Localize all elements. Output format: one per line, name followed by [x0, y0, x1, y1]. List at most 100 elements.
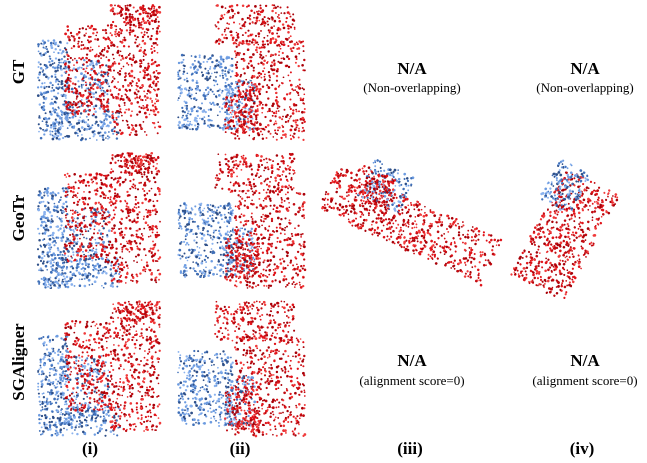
point: [289, 238, 292, 241]
point: [87, 204, 89, 206]
point: [255, 266, 257, 268]
point: [293, 173, 295, 175]
point: [38, 61, 40, 63]
point: [143, 165, 145, 167]
point: [297, 266, 299, 268]
point: [297, 233, 300, 236]
point: [280, 160, 282, 162]
point: [218, 43, 220, 45]
point: [255, 175, 257, 177]
point: [235, 64, 237, 66]
point: [287, 265, 289, 267]
point: [260, 155, 263, 158]
point: [61, 114, 63, 116]
point: [59, 199, 61, 201]
point: [202, 229, 204, 231]
point: [298, 128, 300, 130]
point: [73, 218, 75, 220]
point: [96, 182, 98, 184]
point: [234, 137, 236, 139]
point: [95, 259, 97, 261]
point: [83, 191, 85, 193]
point: [62, 279, 64, 281]
point: [292, 19, 295, 22]
point: [221, 107, 223, 109]
point: [303, 50, 305, 52]
point: [230, 34, 232, 36]
point: [114, 188, 116, 190]
point: [124, 104, 126, 106]
point: [95, 116, 98, 119]
point: [219, 269, 221, 271]
point: [219, 247, 222, 250]
point: [65, 97, 67, 99]
point: [126, 56, 128, 58]
point: [87, 39, 89, 41]
point: [39, 127, 41, 129]
point: [111, 246, 113, 248]
point: [282, 248, 284, 250]
point: [287, 244, 290, 247]
point: [41, 221, 44, 224]
point: [141, 176, 143, 178]
point: [109, 121, 112, 124]
point: [264, 237, 266, 239]
point: [127, 124, 129, 126]
point: [77, 135, 79, 137]
point: [131, 70, 134, 73]
point: [102, 236, 104, 238]
point: [263, 259, 265, 261]
point: [205, 255, 207, 257]
point: [251, 228, 253, 230]
point: [117, 268, 119, 270]
point: [236, 154, 239, 157]
point: [79, 238, 81, 240]
point: [52, 264, 54, 266]
point: [121, 231, 124, 234]
point: [118, 273, 120, 275]
point: [113, 278, 115, 280]
point: [71, 277, 73, 279]
point: [111, 282, 114, 285]
point: [68, 183, 70, 185]
point: [247, 115, 249, 117]
point: [229, 236, 231, 238]
point: [136, 82, 138, 84]
point: [234, 284, 236, 286]
point: [89, 63, 92, 66]
point: [217, 264, 219, 266]
point: [107, 74, 109, 76]
point: [272, 54, 274, 56]
point: [227, 164, 229, 166]
point: [256, 105, 258, 107]
point: [47, 207, 49, 209]
point: [187, 260, 189, 262]
point: [66, 54, 68, 56]
point: [129, 209, 132, 212]
point: [143, 34, 145, 36]
point: [46, 86, 48, 88]
point: [255, 190, 257, 192]
point: [135, 256, 137, 258]
point: [41, 196, 44, 199]
point: [247, 35, 249, 37]
point: [46, 261, 48, 263]
point: [242, 254, 244, 256]
point: [210, 108, 212, 110]
point: [157, 81, 159, 83]
point: [134, 42, 136, 44]
point: [144, 268, 146, 270]
point: [296, 58, 298, 60]
point: [44, 283, 47, 286]
point: [288, 75, 290, 77]
point: [286, 226, 288, 228]
point: [245, 184, 247, 186]
point: [183, 70, 185, 72]
point: [214, 80, 217, 83]
point: [52, 107, 54, 109]
point: [117, 5, 120, 8]
point: [86, 97, 88, 99]
point: [239, 23, 241, 25]
point: [135, 207, 137, 209]
point: [38, 123, 40, 125]
